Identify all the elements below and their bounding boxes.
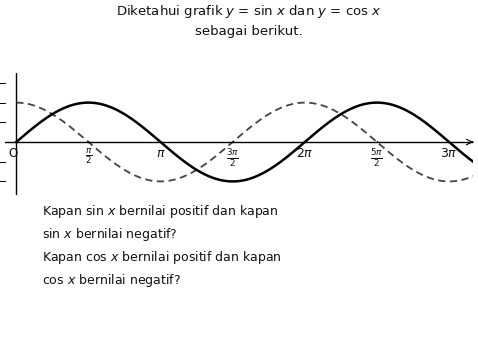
Text: $\frac{\pi}{2}$: $\frac{\pi}{2}$ (85, 147, 92, 166)
Text: $\frac{3\pi}{2}$: $\frac{3\pi}{2}$ (226, 147, 239, 169)
Text: Diketahui grafik $y$ = sin $x$ dan $y$ = cos $x$
sebagai berikut.: Diketahui grafik $y$ = sin $x$ dan $y$ =… (116, 3, 381, 38)
Text: $3\pi$: $3\pi$ (440, 147, 458, 160)
Text: $\pi$: $\pi$ (156, 147, 165, 160)
Text: O: O (9, 147, 18, 160)
Text: $\frac{5\pi}{2}$: $\frac{5\pi}{2}$ (370, 147, 383, 169)
Text: $2\pi$: $2\pi$ (296, 147, 314, 160)
Text: Kapan sin $x$ bernilai positif dan kapan
sin $x$ bernilai negatif?
Kapan cos $x$: Kapan sin $x$ bernilai positif dan kapan… (42, 203, 282, 289)
